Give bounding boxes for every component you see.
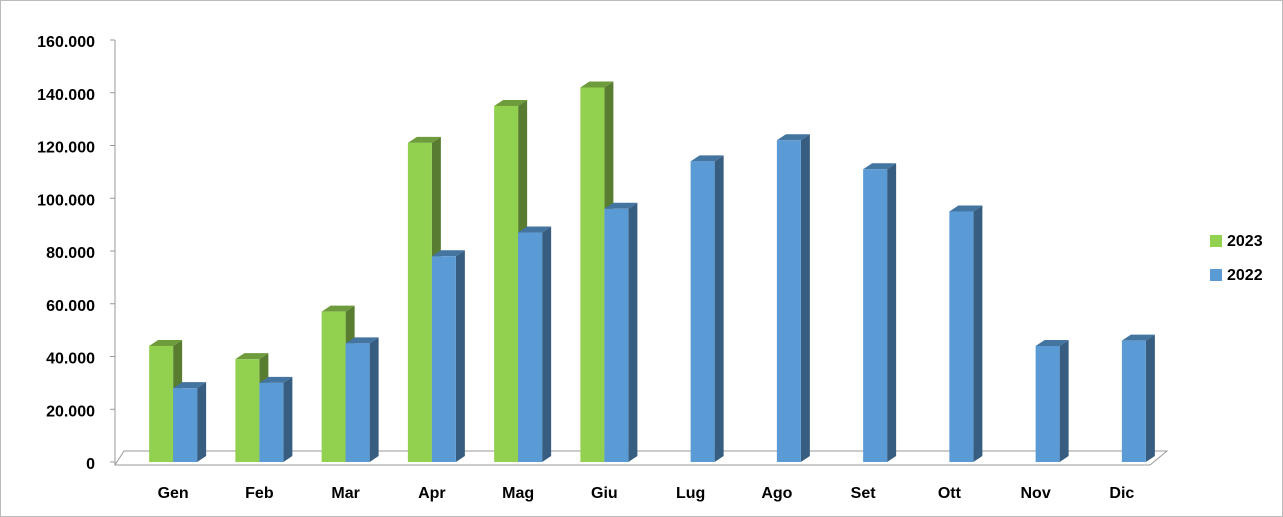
bar-side [628,202,638,463]
bar [259,382,284,462]
bar-side [197,382,207,462]
bar-side [1145,334,1155,462]
legend-swatch [1210,269,1222,281]
x-tick-label: Mag [502,485,534,502]
bar [604,208,629,462]
x-tick-label: Mar [331,485,359,502]
bar-top [1035,339,1069,346]
bar-side [800,134,810,462]
x-tick-label: Ott [938,485,962,502]
bar-top [1121,334,1155,341]
bar [494,105,519,462]
x-tick-label: Feb [245,485,274,502]
y-tick-label: 20.000 [46,403,95,420]
bar-top [690,155,724,162]
bar-top [776,134,810,141]
bar-top [407,136,441,143]
bar-top [431,250,465,257]
bar-side [455,250,465,462]
y-tick-label: 60.000 [46,298,95,315]
y-tick-label: 160.000 [37,34,95,51]
x-tick-label: Nov [1021,485,1051,502]
legend-label: 2023 [1227,233,1263,250]
bar-side [542,226,552,462]
y-tick-label: 100.000 [37,192,95,209]
x-tick-label: Ago [761,485,792,502]
bar [776,140,801,462]
bar-top [604,202,638,209]
legend-swatch [1210,235,1222,247]
bar-top [321,305,355,312]
x-tick-label: Lug [676,485,705,502]
y-tick-label: 140.000 [37,87,95,104]
y-tick-label: 120.000 [37,140,95,157]
legend-label: 2022 [1227,267,1263,284]
bar [149,345,174,462]
bar-top [173,382,207,389]
y-tick-label: 0 [86,456,95,473]
x-tick-label: Set [851,485,877,502]
bar [1121,340,1146,462]
bar [949,211,974,462]
bar [235,359,260,462]
bar-side [1059,339,1069,462]
bar-top [235,353,269,360]
x-tick-label: Gen [158,485,189,502]
bar [1035,345,1060,462]
x-tick-label: Apr [418,485,446,502]
bar [407,142,432,463]
x-tick-label: Dic [1109,485,1134,502]
bar [173,388,198,462]
y-tick-label: 40.000 [46,351,95,368]
bar-top [949,205,983,212]
bar [431,256,456,462]
bar-side [714,155,724,462]
bar-side [369,337,379,462]
y-tick-label: 80.000 [46,245,95,262]
bar-top [863,163,897,170]
bar [321,311,346,462]
bar [690,161,715,462]
bar-top [494,99,528,106]
bar [580,87,605,462]
bar-side [283,376,293,462]
bar-top [345,337,379,344]
bar [345,343,370,462]
bar-top [518,226,552,233]
x-tick-label: Giu [591,485,618,502]
bar [863,169,888,463]
bar-top [149,339,183,346]
bar [518,232,543,462]
bar-top [259,376,293,383]
bar-side [887,163,897,463]
bar-top [580,81,614,88]
bar-side [973,205,983,462]
